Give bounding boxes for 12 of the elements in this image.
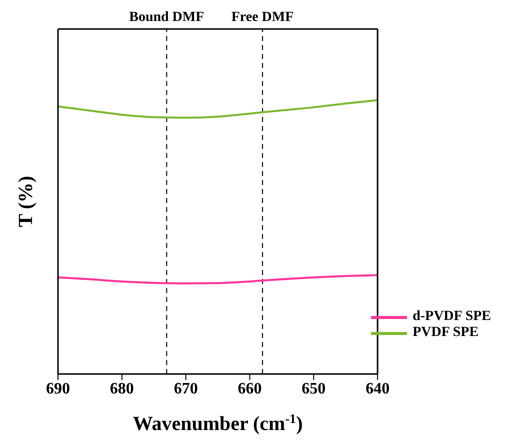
legend-label: d-PVDF SPE: [412, 309, 491, 325]
x-axis-title: Wavenumber (cm$^{-1}$): [132, 410, 303, 435]
ref-line-label: Free DMF: [231, 10, 294, 25]
legend-label: PVDF SPE: [412, 325, 479, 341]
ref-line-label: Bound DMF: [129, 10, 204, 25]
y-axis-title: T (%): [15, 176, 37, 228]
x-tick-label: 670: [174, 380, 198, 398]
x-tick-label: 660: [238, 380, 262, 398]
x-tick-label: 640: [366, 380, 390, 398]
x-tick-label: 680: [110, 380, 134, 398]
x-tick-label: 650: [302, 380, 326, 398]
x-tick-label: 690: [46, 380, 70, 398]
